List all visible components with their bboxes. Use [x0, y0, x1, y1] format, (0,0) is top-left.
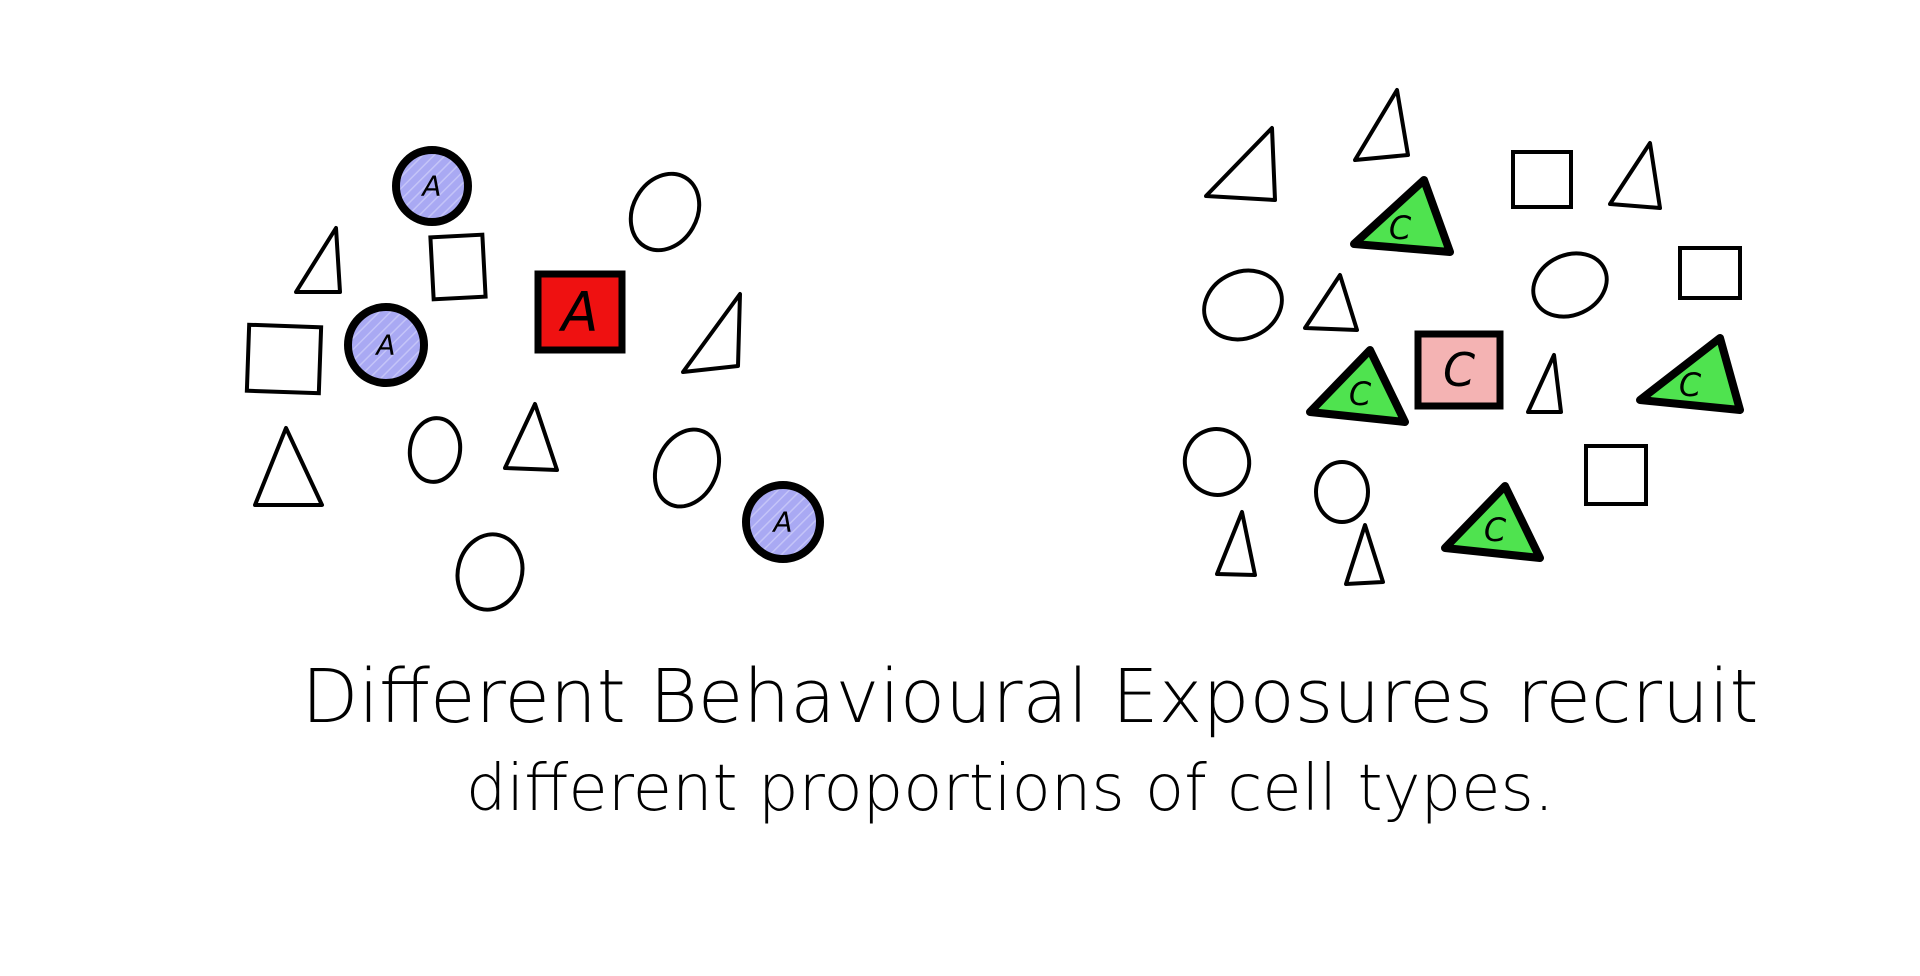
empty-oval-cell: [1202, 268, 1284, 342]
empty-oval-cell: [628, 171, 702, 253]
cell-label: A: [420, 170, 441, 203]
empty-triangle-cell: [1303, 273, 1359, 332]
cell-label: A: [374, 329, 395, 362]
cell-label: C: [1349, 375, 1372, 413]
empty-square-cell: [428, 232, 488, 302]
empty-square-cell: [1511, 150, 1573, 209]
group-c-cells: C C C C C: [1182, 88, 1744, 586]
empty-triangle-cell: [253, 426, 324, 507]
group-a-cells: A A A A: [244, 146, 824, 612]
triangle-cell-shape: [1306, 346, 1409, 426]
triangle-cell-c: C: [1306, 346, 1409, 426]
empty-triangle-cell: [1344, 523, 1385, 586]
caption: Different Behavioural Exposures recruit …: [302, 654, 1759, 826]
square-cell-shape: [534, 270, 626, 354]
cell-label: C: [1679, 366, 1702, 404]
circle-cell-a: A: [392, 146, 472, 226]
caption-line-1: Different Behavioural Exposures recruit: [302, 654, 1759, 740]
empty-oval-cell: [407, 416, 463, 484]
empty-triangle-cell: [1353, 88, 1410, 162]
triangle-cell-c: C: [1441, 482, 1544, 562]
empty-triangle-cell: [1608, 141, 1662, 210]
empty-triangle-cell: [1526, 353, 1563, 414]
triangle-cell-shape: [1441, 482, 1544, 562]
triangle-cell-shape: [1636, 334, 1744, 414]
empty-square-cell: [1678, 246, 1742, 300]
empty-triangle-cell: [294, 226, 342, 294]
circle-cell-shape: [344, 303, 428, 387]
square-cell-a: A: [534, 270, 626, 354]
empty-oval-cell: [455, 532, 525, 612]
empty-square-cell: [244, 322, 324, 396]
empty-oval-cell: [1182, 427, 1252, 497]
empty-square-cell: [1584, 444, 1648, 506]
circle-cell-a: A: [344, 303, 428, 387]
cell-label: C: [1443, 343, 1475, 397]
empty-oval-cell: [652, 427, 722, 509]
circle-cell-shape: [392, 146, 472, 226]
empty-oval-cell: [1314, 460, 1370, 524]
square-cell-shape: [1414, 330, 1504, 410]
empty-triangle-cell: [1215, 510, 1257, 577]
cell-label: C: [1389, 209, 1412, 247]
triangle-cell-c: C: [1350, 176, 1454, 256]
empty-triangle-cell: [503, 402, 559, 472]
circle-cell-shape: [742, 481, 824, 563]
triangle-cell-c: C: [1636, 334, 1744, 414]
empty-triangle-cell: [681, 292, 742, 374]
empty-triangle-cell: [1204, 126, 1277, 202]
cell-label: A: [771, 506, 792, 539]
empty-oval-cell: [1531, 251, 1609, 319]
square-cell-c: C: [1414, 330, 1504, 410]
cell-label: C: [1484, 511, 1507, 549]
triangle-cell-shape: [1350, 176, 1454, 256]
cell-label: A: [559, 281, 599, 344]
circle-cell-a: A: [742, 481, 824, 563]
caption-line-2: different proportions of cell types.: [466, 752, 1554, 826]
